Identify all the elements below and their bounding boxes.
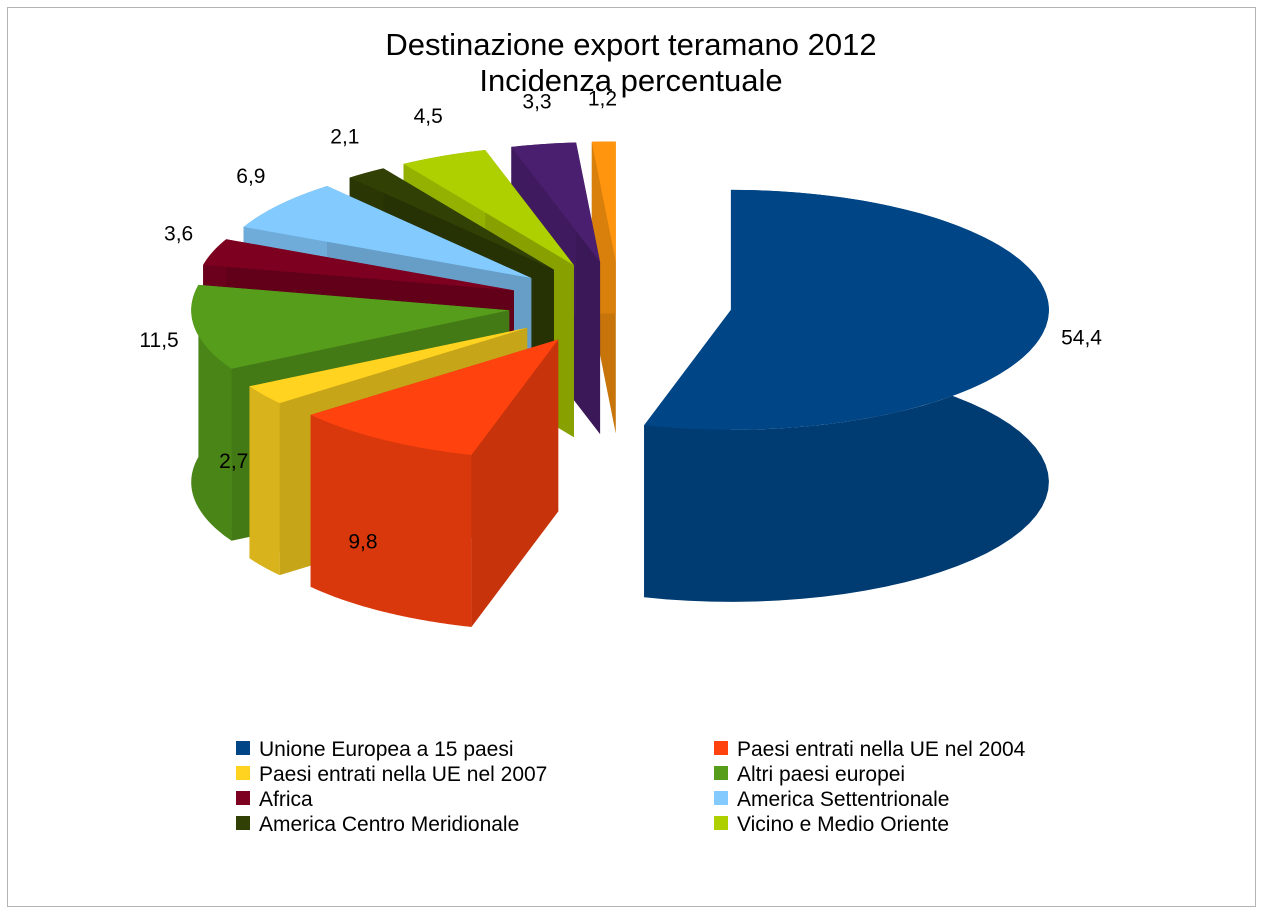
- legend-item-paesi-entrati-nella-ue-nel-2007: Paesi entrati nella UE nel 2007: [236, 763, 547, 791]
- legend-item-vicino-e-medio-oriente: Vicino e Medio Oriente: [714, 813, 949, 841]
- legend-item-america-centro-meridionale: America Centro Meridionale: [236, 813, 519, 841]
- legend-item-altri-paesi-europei: Altri paesi europei: [714, 763, 905, 791]
- legend-label: Africa: [259, 788, 313, 811]
- value-label-africa: 3,6: [164, 222, 193, 245]
- legend-label: Paesi entrati nella UE nel 2004: [737, 738, 1026, 761]
- chart-title: Destinazione export teramano 2012: [385, 27, 877, 62]
- value-label-paesi-entrati-nella-ue-nel-2004: 9,8: [348, 531, 377, 554]
- pie-slice-paesi-entrati-nella-ue-nel-2004: [310, 339, 559, 627]
- legend-label: Unione Europea a 15 paesi: [259, 738, 514, 761]
- legend-swatch: [714, 766, 728, 780]
- legend-label: Altri paesi europei: [737, 763, 906, 786]
- chart-subtitle: Incidenza percentuale: [479, 63, 783, 98]
- legend-label: America Centro Meridionale: [259, 813, 520, 836]
- legend-swatch: [236, 816, 250, 830]
- pie-slice-unione-europea-a-15-paesi: [644, 189, 1049, 602]
- legend-swatch: [714, 816, 728, 830]
- value-label-slice-9: 3,3: [522, 91, 551, 114]
- value-label-paesi-entrati-nella-ue-nel-2007: 2,7: [219, 450, 248, 473]
- value-label-vicino-e-medio-oriente: 4,5: [414, 105, 443, 128]
- legend-item-america-settentrionale: America Settentrionale: [714, 788, 949, 816]
- value-label-unione-europea-a-15-paesi: 54,4: [1061, 326, 1102, 349]
- legend-swatch: [236, 766, 250, 780]
- legend-swatch: [236, 741, 250, 755]
- legend-label: Vicino e Medio Oriente: [737, 813, 950, 836]
- legend-label: Paesi entrati nella UE nel 2007: [259, 763, 548, 786]
- value-label-slice-10: 1,2: [588, 88, 617, 111]
- legend-swatch: [236, 791, 250, 805]
- value-label-america-settentrionale: 6,9: [236, 165, 265, 188]
- legend-item-paesi-entrati-nella-ue-nel-2004: Paesi entrati nella UE nel 2004: [714, 738, 1025, 766]
- legend-item-unione-europea-a-15-paesi: Unione Europea a 15 paesi: [236, 738, 514, 766]
- legend-swatch: [714, 741, 728, 755]
- legend-swatch: [714, 791, 728, 805]
- legend-label: America Settentrionale: [737, 788, 950, 811]
- legend-item-africa: Africa: [236, 788, 313, 816]
- chart-frame: [7, 7, 1256, 907]
- value-label-altri-paesi-europei: 11,5: [139, 329, 178, 352]
- value-label-america-centro-meridionale: 2,1: [330, 126, 359, 149]
